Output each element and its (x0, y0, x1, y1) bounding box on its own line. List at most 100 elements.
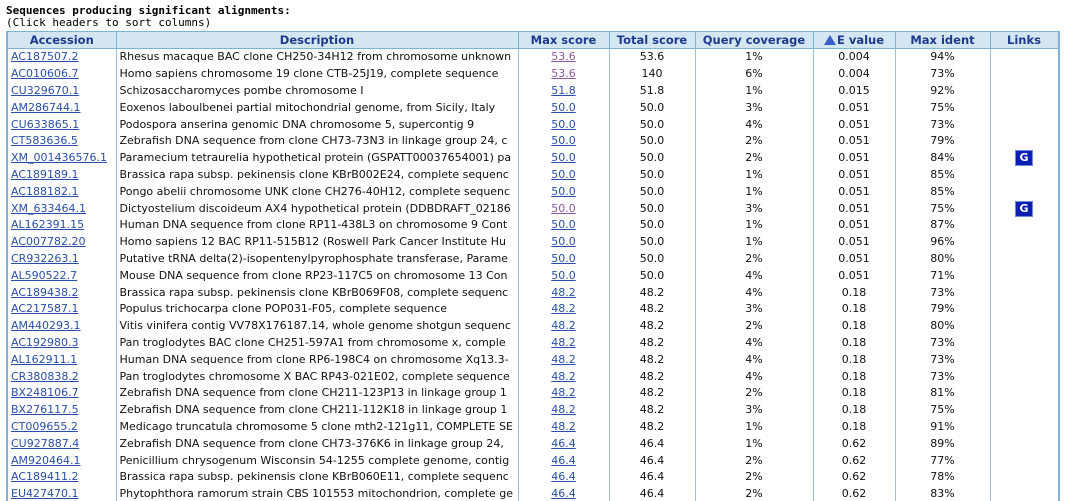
accession-link[interactable]: AC188182.1 (11, 185, 79, 198)
max-score-link[interactable]: 48.2 (551, 353, 576, 366)
max-score-link[interactable]: 50.0 (551, 101, 576, 114)
max-score-link[interactable]: 48.2 (551, 336, 576, 349)
max-score-link[interactable]: 46.4 (551, 437, 576, 450)
query-coverage-cell: 2% (695, 318, 813, 335)
max-score-cell: 50.0 (518, 99, 609, 116)
max-score-link[interactable]: 48.2 (551, 420, 576, 433)
col-description-header[interactable]: Description (116, 32, 518, 49)
e-value-cell: 0.051 (813, 150, 895, 167)
max-score-link[interactable]: 50.0 (551, 151, 576, 164)
max-score-link[interactable]: 48.2 (551, 386, 576, 399)
max-score-link[interactable]: 48.2 (551, 403, 576, 416)
sort-description-link[interactable]: Description (280, 33, 354, 47)
e-value-cell: 0.051 (813, 251, 895, 268)
max-score-link[interactable]: 50.0 (551, 185, 576, 198)
description-cell: Phytophthora ramorum strain CBS 101553 m… (116, 486, 518, 501)
col-accession-header[interactable]: Accession (8, 32, 116, 49)
accession-link[interactable]: CT583636.5 (11, 134, 78, 147)
max-score-cell: 50.0 (518, 167, 609, 184)
accession-link[interactable]: AC189411.2 (11, 470, 79, 483)
max-score-link[interactable]: 50.0 (551, 168, 576, 181)
accession-link[interactable]: AC189438.2 (11, 286, 79, 299)
accession-link[interactable]: BX248106.7 (11, 386, 79, 399)
total-score-cell: 48.2 (609, 385, 695, 402)
max-ident-cell: 84% (895, 150, 990, 167)
max-score-link[interactable]: 48.2 (551, 302, 576, 315)
accession-link[interactable]: AC007782.20 (11, 235, 86, 248)
accession-link[interactable]: AM440293.1 (11, 319, 81, 332)
sort-max-ident-link[interactable]: Max ident (910, 33, 974, 47)
e-value-cell: 0.62 (813, 435, 895, 452)
max-score-link[interactable]: 50.0 (551, 134, 576, 147)
accession-link[interactable]: AC217587.1 (11, 302, 79, 315)
max-score-cell: 48.2 (518, 284, 609, 301)
accession-link[interactable]: AC187507.2 (11, 50, 79, 63)
e-value-cell: 0.051 (813, 200, 895, 217)
table-row: AL162911.1 Human DNA sequence from clone … (8, 351, 1058, 368)
max-score-link[interactable]: 46.4 (551, 487, 576, 500)
accession-link[interactable]: AC189189.1 (11, 168, 79, 181)
gene-link-icon[interactable]: G (1015, 150, 1033, 166)
accession-cell: CU927887.4 (8, 435, 116, 452)
max-score-link[interactable]: 48.2 (551, 370, 576, 383)
sort-max-score-link[interactable]: Max score (531, 33, 597, 47)
max-score-link[interactable]: 48.2 (551, 319, 576, 332)
query-coverage-cell: 1% (695, 435, 813, 452)
max-score-cell: 48.2 (518, 419, 609, 436)
accession-link[interactable]: CU927887.4 (11, 437, 79, 450)
accession-link[interactable]: AL590522.7 (11, 269, 77, 282)
description-cell: Human DNA sequence from clone RP6-198C4 … (116, 351, 518, 368)
accession-link[interactable]: CT009655.2 (11, 420, 78, 433)
max-score-link[interactable]: 51.8 (551, 84, 576, 97)
sort-total-score-link[interactable]: Total score (617, 33, 687, 47)
links-cell (990, 133, 1058, 150)
accession-cell: AC217587.1 (8, 301, 116, 318)
sort-query-coverage-link[interactable]: Query coverage (703, 33, 805, 47)
max-score-link[interactable]: 53.6 (551, 50, 576, 63)
accession-link[interactable]: AC192980.3 (11, 336, 79, 349)
accession-link[interactable]: CR932263.1 (11, 252, 79, 265)
accession-link[interactable]: AM286744.1 (11, 101, 81, 114)
accession-link[interactable]: XM_001436576.1 (11, 151, 107, 164)
accession-link[interactable]: CR380838.2 (11, 370, 79, 383)
accession-link[interactable]: AC010606.7 (11, 67, 79, 80)
total-score-cell: 53.6 (609, 49, 695, 66)
col-max-score-header[interactable]: Max score (518, 32, 609, 49)
accession-link[interactable]: XM_633464.1 (11, 202, 86, 215)
query-coverage-cell: 3% (695, 402, 813, 419)
col-max-ident-header[interactable]: Max ident (895, 32, 990, 49)
max-score-link[interactable]: 50.0 (551, 202, 576, 215)
col-e-value-header[interactable]: E value (813, 32, 895, 49)
sort-e-value-link[interactable]: E value (837, 33, 884, 47)
max-score-link[interactable]: 46.4 (551, 454, 576, 467)
max-ident-cell: 91% (895, 419, 990, 436)
accession-link[interactable]: CU329670.1 (11, 84, 79, 97)
sort-accession-link[interactable]: Accession (30, 33, 94, 47)
links-cell (990, 251, 1058, 268)
max-ident-cell: 87% (895, 217, 990, 234)
e-value-cell: 0.051 (813, 167, 895, 184)
max-score-link[interactable]: 48.2 (551, 286, 576, 299)
accession-link[interactable]: AM920464.1 (11, 454, 81, 467)
gene-link-icon[interactable]: G (1015, 201, 1033, 217)
col-query-coverage-header[interactable]: Query coverage (695, 32, 813, 49)
accession-link[interactable]: BX276117.5 (11, 403, 79, 416)
max-score-cell: 50.0 (518, 200, 609, 217)
accession-link[interactable]: CU633865.1 (11, 118, 79, 131)
accession-link[interactable]: AL162911.1 (11, 353, 77, 366)
max-score-link[interactable]: 50.0 (551, 118, 576, 131)
e-value-cell: 0.004 (813, 66, 895, 83)
max-score-link[interactable]: 50.0 (551, 269, 576, 282)
col-total-score-header[interactable]: Total score (609, 32, 695, 49)
max-score-link[interactable]: 50.0 (551, 218, 576, 231)
max-score-link[interactable]: 46.4 (551, 470, 576, 483)
accession-link[interactable]: AL162391.15 (11, 218, 84, 231)
max-score-link[interactable]: 53.6 (551, 67, 576, 80)
max-score-link[interactable]: 50.0 (551, 235, 576, 248)
max-score-link[interactable]: 50.0 (551, 252, 576, 265)
total-score-cell: 50.0 (609, 217, 695, 234)
accession-link[interactable]: EU427470.1 (11, 487, 79, 500)
